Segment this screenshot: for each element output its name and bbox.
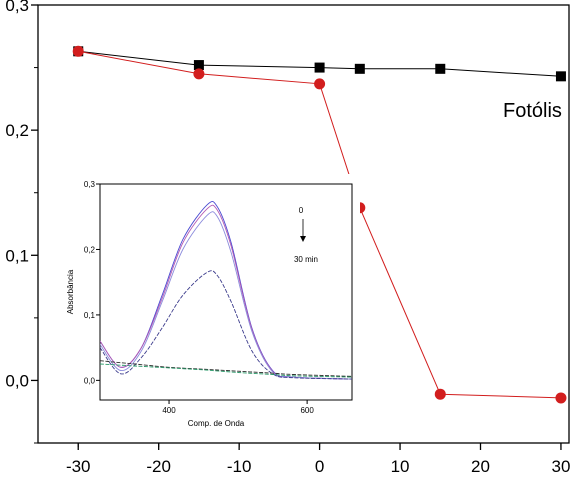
- x-tick-label: 10: [391, 457, 410, 476]
- x-tick-label: 0: [315, 457, 324, 476]
- main-plot-frame: [37, 4, 570, 444]
- series-1-point: [435, 63, 446, 74]
- inset-x-tick-label: 400: [162, 406, 176, 415]
- inset-spectrum-6: [100, 363, 352, 378]
- series-2-point: [193, 68, 205, 80]
- series-1-point: [555, 71, 566, 82]
- series-1-point: [193, 60, 204, 71]
- inset-y-axis-label: Absorbância: [66, 269, 75, 314]
- inset-spectrum-3: [100, 211, 352, 380]
- inset-y-tick-label: 0,2: [84, 245, 96, 254]
- x-tick-label: 30: [551, 457, 570, 476]
- series-2-point: [434, 388, 446, 400]
- inset-x-axis-label: Comp. de Onda: [188, 419, 245, 428]
- series-2-point: [555, 392, 567, 404]
- main-plot: -30 -20 -10 0 10 20 30 0,0 0,1 0,2 0,3 Fotólis: [5, 0, 570, 476]
- inset-time-start-label: 0: [299, 206, 304, 215]
- series-2-point: [314, 78, 326, 90]
- inset-plot: 400 600 0,0 0,1 0,2 0,3 Comp. de Onda Absorbânc…: [64, 174, 360, 442]
- x-tick-label: 20: [471, 457, 490, 476]
- inset-time-arrow-head: [300, 236, 306, 242]
- series-1-point: [354, 63, 365, 74]
- inset-plot-frame: [99, 183, 353, 401]
- series-1-point: [314, 62, 325, 73]
- y-tick-label: 0,1: [5, 246, 29, 265]
- x-tick-label: -10: [227, 457, 252, 476]
- x-tick-label: -20: [146, 457, 171, 476]
- inset-time-end-label: 30 min: [294, 255, 318, 264]
- y-tick-label: 0,3: [5, 0, 29, 15]
- inset-y-tick-label: 0,0: [84, 376, 96, 385]
- x-tick-label: -30: [66, 457, 91, 476]
- fotolise-annotation: Fotólis: [503, 100, 562, 122]
- inset-x-tick-label: 600: [300, 406, 314, 415]
- inset-spectrum-2: [100, 204, 352, 380]
- y-tick-label: 0,0: [5, 371, 29, 390]
- inset-spectrum-5: [100, 360, 352, 377]
- inset-y-tick-label: 0,3: [84, 180, 96, 189]
- inset-y-tick-label: 0,1: [84, 311, 96, 320]
- series-2-point: [72, 45, 84, 57]
- inset-series-group: [100, 201, 352, 380]
- y-tick-label: 0,2: [5, 121, 29, 140]
- series-2-line: [78, 50, 562, 399]
- series-1-line: [78, 50, 562, 77]
